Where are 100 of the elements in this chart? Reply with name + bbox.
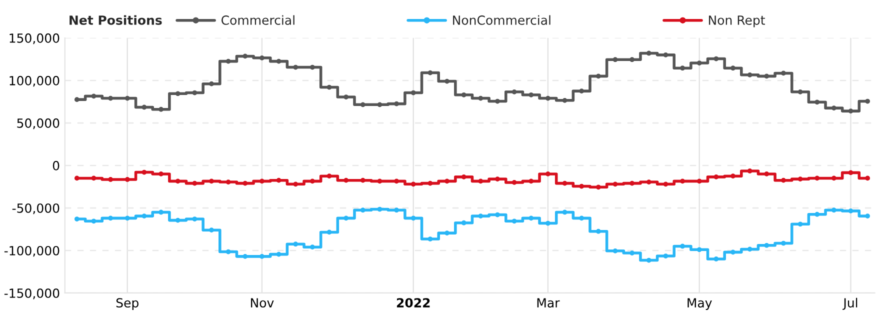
point [663,254,668,258]
point [562,98,568,103]
point [478,178,484,184]
point [831,176,836,181]
point [344,94,349,100]
point [848,170,854,176]
point [512,218,517,224]
point [747,246,752,252]
point [646,50,652,56]
point [781,240,786,246]
point [730,250,736,255]
y-tick-label: -100,000 [4,246,60,257]
point [310,244,315,250]
point [831,208,836,213]
point [175,218,180,223]
point [730,66,736,71]
point [730,174,736,179]
point [91,176,96,181]
point [814,176,820,181]
point [260,55,264,60]
y-tick-label: -50,000 [12,203,60,214]
point [91,94,96,99]
legend-label: Non Rept [708,16,765,28]
point [377,102,382,108]
x-tick-label: Nov [250,298,274,308]
y-tick-label: 150,000 [10,33,60,44]
point [764,74,770,79]
point [865,98,870,104]
point [74,97,80,102]
point [124,177,130,182]
x-tick-label: May [688,298,712,310]
point [831,106,836,111]
point [528,92,534,98]
point [865,176,870,181]
point [663,52,668,58]
point [192,216,198,222]
point [814,100,820,105]
point [326,230,332,235]
point [276,252,282,257]
point [209,228,214,233]
point [764,172,770,176]
point [444,178,450,184]
point [747,72,752,78]
point [310,178,315,184]
point [394,101,399,106]
point [326,84,332,90]
point [646,258,652,263]
point [226,58,231,64]
point [242,180,248,186]
point [848,208,854,214]
point [663,182,668,187]
x-tick-label: 2022 [396,298,430,308]
point [865,214,870,218]
legend-label: Commercial [222,15,294,25]
point [714,256,719,262]
point [360,178,366,183]
point [74,176,80,181]
point [546,96,550,101]
point [444,230,450,236]
point [680,66,685,71]
point [478,96,484,101]
point [680,178,685,184]
point [394,208,399,213]
point [410,90,416,96]
point [360,208,366,213]
point [714,56,719,62]
point [714,174,719,180]
point [377,206,382,212]
point [612,57,618,62]
point [142,170,147,175]
point [495,212,500,218]
point [192,90,198,96]
point [124,216,130,221]
point [108,177,113,182]
point [410,182,416,187]
point [326,174,332,179]
y-tick-label: -150,000 [4,288,60,300]
point [596,184,601,190]
point [680,244,685,249]
point [781,178,786,183]
point [344,216,349,221]
point [226,180,231,184]
point [276,58,282,64]
point [142,104,147,110]
point [612,248,618,254]
point [495,176,500,182]
point [394,178,399,184]
chart-title: Net Positions [70,15,162,25]
legend-label: NonCommercial [453,15,550,25]
point [562,180,568,186]
point [260,178,264,184]
point [646,180,652,184]
point [242,54,248,59]
point [579,88,584,94]
point [630,57,634,62]
point [512,180,517,185]
point [158,210,164,215]
point [579,216,584,221]
point [124,96,130,101]
point [528,216,534,221]
